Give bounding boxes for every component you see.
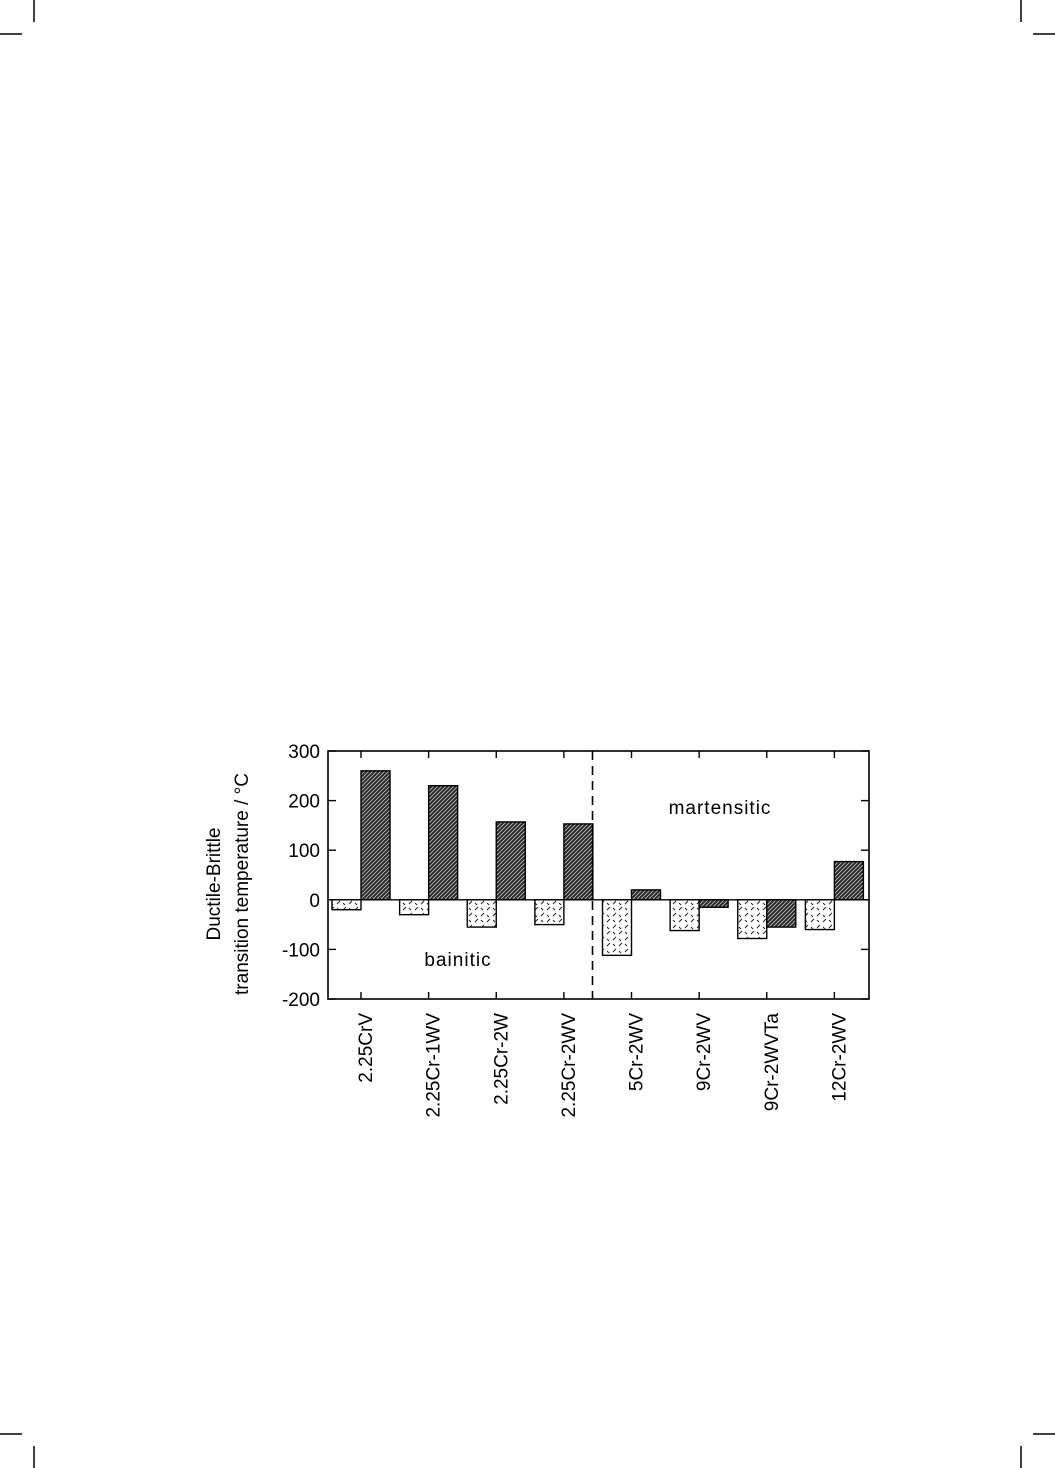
category-label-1: 2.25CrV	[356, 1013, 377, 1083]
bar-light-5	[601, 899, 633, 957]
bar-dark-4	[563, 823, 594, 901]
bar-light-1	[331, 899, 362, 911]
category-label-7: 9Cr-2WVTa	[762, 1013, 783, 1112]
category-label-4: 2.25Cr-2WV	[559, 1013, 580, 1118]
bar-dark-5	[630, 889, 662, 901]
y-tick-label: -200	[282, 990, 320, 1011]
category-labels: 2.25CrV 2.25Cr-1WV 2.25Cr-2W 2.25Cr-2WV 5Cr-…	[356, 1013, 850, 1118]
bar-light-7	[737, 899, 768, 940]
region-label-martensitic: martensitic	[669, 798, 772, 819]
bar-dark-1	[360, 770, 391, 901]
y-axis-title-line1: Ductile-Brittle	[204, 828, 225, 941]
y-tick-label: 300	[288, 742, 320, 763]
axis-ticks	[328, 750, 869, 1000]
y-tick-label: 100	[288, 841, 320, 862]
category-label-2: 2.25Cr-1WV	[424, 1013, 445, 1118]
y-tick-labels: 300 200 100 0 -100 -200	[282, 742, 320, 1011]
y-tick-label: 200	[288, 792, 320, 813]
bars	[331, 770, 865, 957]
bar-dark-6	[698, 899, 729, 908]
bar-dark-3	[495, 821, 526, 901]
category-label-8: 12Cr-2WV	[829, 1013, 850, 1102]
y-tick-label: 0	[309, 891, 320, 912]
category-label-3: 2.25Cr-2W	[491, 1013, 512, 1105]
category-label-5: 5Cr-2WV	[627, 1013, 648, 1091]
bar-light-4	[534, 899, 565, 926]
bar-light-2	[398, 899, 430, 916]
plot-frame	[327, 750, 870, 1000]
bar-dark-8	[833, 860, 865, 901]
bar-light-8	[804, 899, 836, 931]
region-label-bainitic: bainitic	[424, 950, 491, 971]
bar-dark-7	[766, 899, 797, 928]
y-axis-title-line2: transition temperature / °C	[232, 773, 253, 995]
bar-light-3	[466, 899, 497, 928]
bar-dark-2	[427, 785, 459, 901]
category-label-6: 9Cr-2WV	[694, 1013, 715, 1091]
bar-light-6	[669, 899, 700, 932]
y-tick-label: -100	[282, 940, 320, 961]
